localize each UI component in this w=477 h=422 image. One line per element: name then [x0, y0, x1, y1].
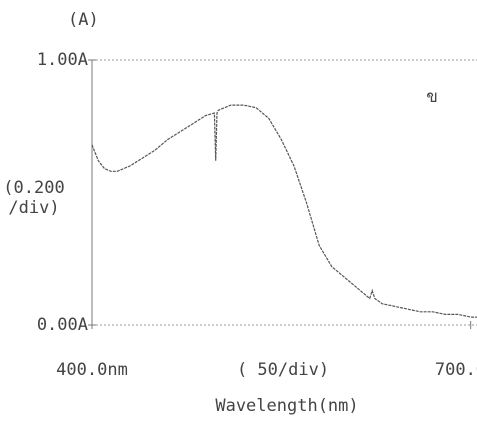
x-axis-label: Wavelength(nm) [215, 396, 358, 416]
x-tick-label: 400.0nm [56, 360, 128, 380]
y-axis-label: (0.200/div) [3, 178, 64, 218]
chart: (A) Wavelength(nm) ( 50/div) ข (0.200/di… [0, 0, 477, 422]
x-div-label: ( 50/div) [237, 360, 329, 380]
x-tick-label: 700.0nm [435, 360, 477, 380]
spectrum-line [92, 105, 477, 317]
y-tick-label: 1.00A [37, 50, 88, 70]
y-tick-label: 0.00A [37, 315, 88, 335]
annotation: ข [426, 87, 438, 107]
panel-label: (A) [68, 10, 99, 30]
